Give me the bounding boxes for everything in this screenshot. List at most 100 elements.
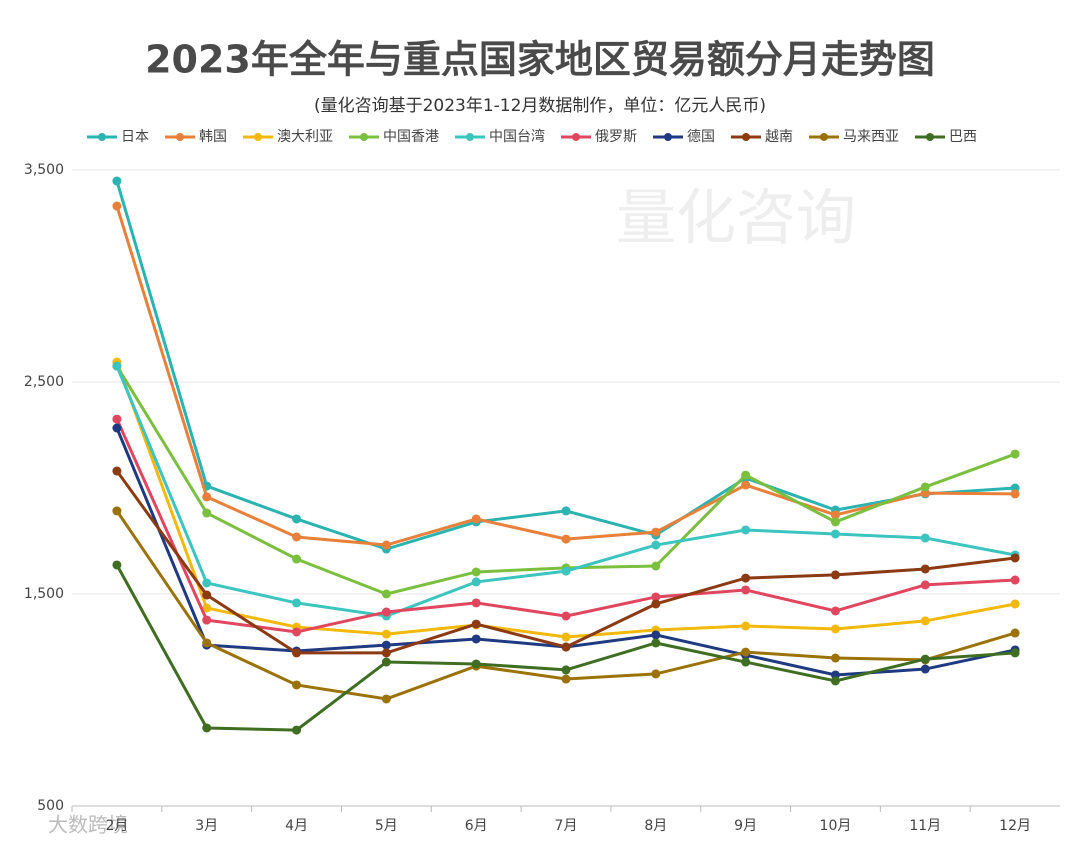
- x-tick-label: 7月: [555, 818, 578, 834]
- data-point: [471, 659, 481, 669]
- data-point: [202, 590, 212, 600]
- data-point: [830, 570, 840, 580]
- legend-marker: [466, 133, 474, 141]
- data-point: [830, 653, 840, 663]
- data-point: [651, 592, 661, 602]
- legend-label: 马来西亚: [843, 129, 899, 145]
- data-point: [292, 598, 302, 608]
- data-point: [741, 573, 751, 583]
- series-line: [115, 361, 1016, 639]
- data-point: [830, 606, 840, 616]
- legend-item: 马来西亚: [809, 129, 899, 145]
- data-point: [651, 638, 661, 648]
- data-point: [1010, 628, 1020, 638]
- data-point: [830, 529, 840, 539]
- data-point: [1010, 553, 1020, 563]
- data-point: [381, 629, 391, 639]
- series-line: [115, 365, 1016, 618]
- data-point: [202, 603, 212, 613]
- legend-item: 德国: [653, 129, 715, 145]
- data-point: [381, 540, 391, 550]
- x-tick-label: 9月: [734, 818, 757, 834]
- chart-title: 2023年全年与重点国家地区贸易额分月走势图: [145, 38, 935, 82]
- data-point: [561, 632, 571, 642]
- y-tick-label: 500: [37, 798, 64, 814]
- data-point: [292, 725, 302, 735]
- data-point: [651, 540, 661, 550]
- legend-marker: [820, 133, 828, 141]
- data-point: [202, 615, 212, 625]
- x-tick-label: 2月: [105, 818, 128, 834]
- x-tick-label: 4月: [285, 818, 308, 834]
- legend-label: 日本: [121, 129, 149, 145]
- legend-label: 中国香港: [383, 129, 439, 145]
- data-point: [830, 624, 840, 634]
- chart-subtitle: (量化咨询基于2023年1-12月数据制作，单位：亿元人民币): [314, 96, 766, 116]
- series-line: [115, 418, 1016, 634]
- data-point: [830, 517, 840, 527]
- data-point: [920, 654, 930, 664]
- data-point: [920, 564, 930, 574]
- data-point: [112, 361, 122, 371]
- series-line: [115, 180, 1016, 551]
- series-line: [115, 365, 1016, 596]
- data-point: [112, 176, 122, 186]
- data-point: [292, 680, 302, 690]
- data-point: [202, 638, 212, 648]
- x-tick-label: 6月: [465, 818, 488, 834]
- legend-marker: [926, 133, 934, 141]
- series-line: [115, 205, 1016, 547]
- data-point: [381, 657, 391, 667]
- data-point: [561, 566, 571, 576]
- legend-marker: [664, 133, 672, 141]
- data-point: [381, 640, 391, 650]
- data-point: [292, 627, 302, 637]
- x-tick-label: 8月: [644, 818, 667, 834]
- legend-label: 俄罗斯: [595, 129, 637, 145]
- data-point: [202, 723, 212, 733]
- data-point: [741, 621, 751, 631]
- data-point: [112, 423, 122, 433]
- data-point: [202, 578, 212, 588]
- data-point: [292, 532, 302, 542]
- legend-label: 中国台湾: [489, 128, 545, 145]
- y-tick-label: 2,500: [24, 374, 64, 390]
- legend-marker: [254, 133, 262, 141]
- data-point: [920, 533, 930, 543]
- data-point: [741, 470, 751, 480]
- data-point: [920, 488, 930, 498]
- data-point: [920, 664, 930, 674]
- x-tick-label: 12月: [999, 818, 1031, 834]
- legend-item: 中国台湾: [455, 128, 545, 145]
- data-point: [561, 611, 571, 621]
- legend-label: 越南: [765, 129, 793, 145]
- data-point: [561, 534, 571, 544]
- legend-marker: [176, 133, 184, 141]
- data-point: [561, 642, 571, 652]
- data-point: [112, 560, 122, 570]
- data-point: [112, 506, 122, 516]
- legend-item: 韩国: [165, 129, 227, 145]
- legend-item: 澳大利亚: [243, 129, 333, 145]
- data-point: [651, 630, 661, 640]
- data-point: [471, 514, 481, 524]
- data-point: [741, 525, 751, 535]
- data-point: [1010, 648, 1020, 658]
- data-point: [920, 482, 930, 492]
- legend-marker: [572, 133, 580, 141]
- legend-marker: [360, 133, 368, 141]
- legend-item: 越南: [731, 129, 793, 145]
- data-point: [920, 580, 930, 590]
- data-point: [1010, 599, 1020, 609]
- data-point: [202, 508, 212, 518]
- data-point: [471, 577, 481, 587]
- data-point: [471, 634, 481, 644]
- data-point: [471, 619, 481, 629]
- data-point: [292, 554, 302, 564]
- legend-marker: [742, 133, 750, 141]
- data-point: [651, 599, 661, 609]
- watermark: 量化咨询: [616, 184, 856, 254]
- data-point: [112, 201, 122, 211]
- data-point: [471, 567, 481, 577]
